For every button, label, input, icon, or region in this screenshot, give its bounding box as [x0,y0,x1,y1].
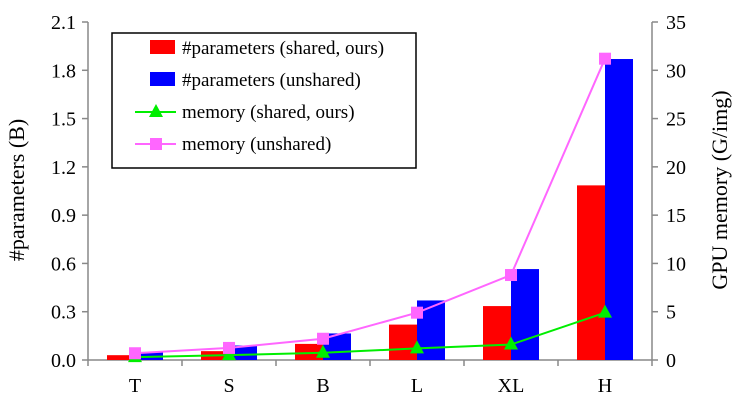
x-tick-label: T [129,375,141,397]
bar [511,269,539,360]
legend-entry-label: memory (unshared) [182,134,331,155]
point-square [505,269,517,282]
x-tick-label: B [316,375,329,397]
bar [295,343,323,360]
axes: 0.0 0.3 0.6 0.9 1.2 1.5 1.8 2.1 0 5 10 15 20 25 30 35 T S… [51,12,686,397]
x-tick-label: S [223,375,234,397]
y-left-tick-label: 0.6 [51,253,76,275]
bar [389,324,417,360]
y-left-tick-label: 0.9 [51,205,76,227]
point-square [129,347,141,360]
x-tick-label: XL [498,375,525,397]
legend-entry-label: memory (shared, ours) [182,102,355,123]
legend-swatch [150,40,175,54]
y-left-tick-label: 0.0 [51,350,76,372]
y-axis-right-title: GPU memory (G/img) [707,90,732,289]
legend-swatch [150,72,175,86]
point-triangle [504,336,518,350]
y-right-tick-label: 15 [666,205,686,227]
legend-entry-label: #parameters (unshared) [182,70,361,91]
y-right-tick-label: 25 [666,109,686,131]
y-left-tick-label: 1.2 [51,157,76,179]
bar [229,345,257,360]
bar [605,59,633,361]
point-triangle [598,304,612,318]
point-triangle [410,340,424,354]
point-triangle [316,344,330,358]
legend: #parameters (shared, ours) #parameters (u… [111,32,417,169]
legend-marker-triangle [149,104,163,117]
point-square [599,52,611,65]
legend-box [111,32,417,169]
y-right-tick-label: 10 [666,253,686,275]
point-square [411,306,423,319]
y-left-tick-label: 2.1 [51,12,76,34]
x-tick-label: L [411,375,423,397]
lines [128,52,612,363]
legend-entry-label: #parameters (shared, ours) [182,38,384,59]
series-line [134,58,606,355]
bar [107,355,135,360]
y-axis-left-title: #parameters (B) [4,119,29,261]
y-left-tick-label: 0.3 [51,302,76,324]
y-right-tick-label: 5 [666,302,676,324]
legend-marker-square [150,138,162,150]
bar [577,185,605,360]
y-right-tick-label: 20 [666,157,686,179]
bar [483,306,511,360]
point-square [223,341,235,354]
x-tick-label: H [598,375,612,397]
y-right-tick-label: 0 [666,350,676,372]
series-line [134,311,606,359]
y-left-tick-label: 1.5 [51,109,76,131]
y-right-tick-label: 35 [666,12,686,34]
point-square [317,332,329,345]
y-left-tick-label: 1.8 [51,60,76,82]
y-right-tick-label: 30 [666,60,686,82]
